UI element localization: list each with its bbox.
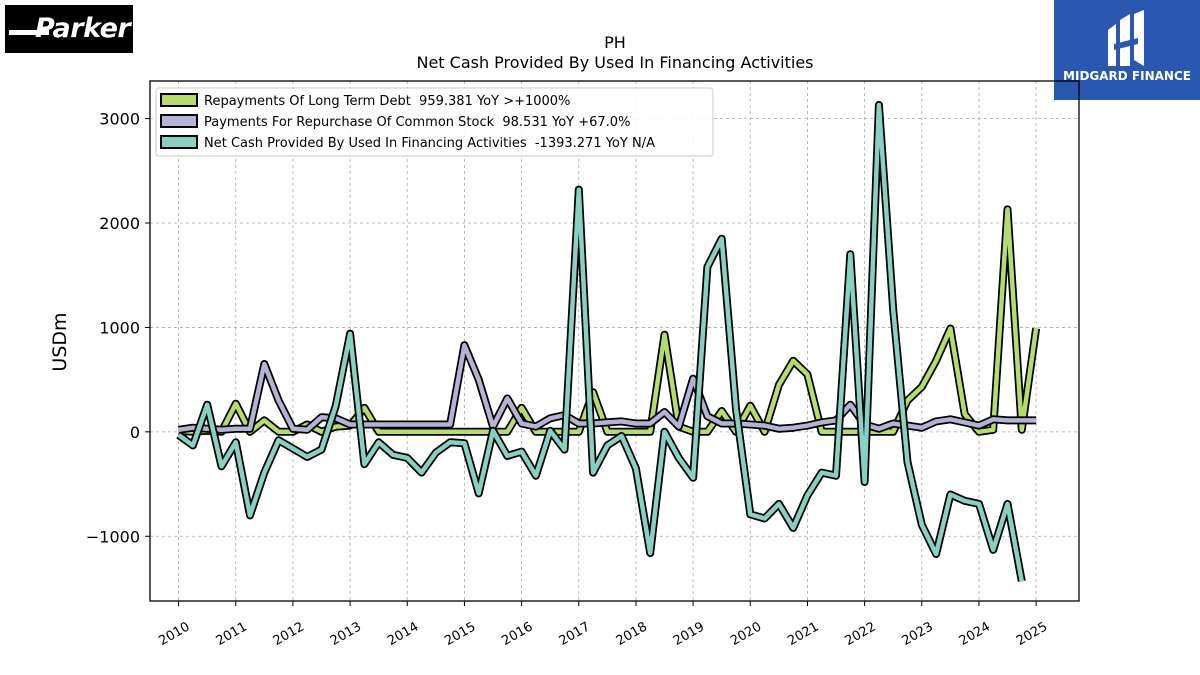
y-tick-label: 0 [130,423,140,442]
x-tick-label: 2018 [614,619,650,649]
x-tick-label: 2025 [1014,619,1050,649]
y-tick-label: −1000 [86,527,140,546]
parker-logo-bar [9,30,49,35]
plot-frame [149,80,1080,602]
legend-box [155,87,714,157]
x-tick-label: 2011 [214,619,250,649]
x-tick-label: 2020 [728,619,764,649]
y-tick-label: 2000 [99,214,140,233]
legend-swatch [160,114,198,128]
midgard-logo-mark [1108,10,1144,66]
y-tick-label: 3000 [99,110,140,129]
chart-title: PH [604,33,626,52]
parker-logo-text: Parker [35,13,131,44]
midgard-finance-logo: MIDGARD FINANCE [1054,0,1200,100]
y-axis: −1000 0 1000 2000 3000 [86,110,150,546]
legend-swatch [160,93,198,107]
y-axis-label: USDm [49,312,71,371]
chart-subtitle: Net Cash Provided By Used In Financing A… [416,53,813,72]
x-tick-label: 2019 [671,619,707,649]
legend-label: Repayments Of Long Term Debt 959.381 YoY… [204,94,570,109]
series-lines [176,101,1041,582]
series-line [178,342,1037,433]
series-line-outline [178,341,1037,434]
legend-label: Net Cash Provided By Used In Financing A… [204,136,655,151]
x-tick-label: 2022 [842,619,878,649]
parker-logo: Parker [5,5,133,53]
legend: Repayments Of Long Term Debt 959.381 YoY… [155,87,714,157]
x-tick-label: 2014 [385,619,421,649]
x-tick-label: 2012 [271,619,307,649]
x-tick-label: 2023 [900,619,936,649]
legend-label: Payments For Repurchase Of Common Stock … [204,115,630,130]
x-tick-label: 2016 [499,619,535,649]
series-line [177,102,1025,582]
x-tick-label: 2015 [442,619,478,649]
x-tick-label: 2013 [328,619,364,649]
x-tick-label: 2021 [785,619,821,649]
x-axis: 2010 2011 2012 2013 2014 2015 2016 2017 2018 2019… [156,601,1050,649]
x-tick-label: 2010 [156,619,192,649]
x-tick-label: 2024 [957,619,993,649]
legend-swatch [160,135,198,149]
x-tick-label: 2017 [557,619,593,649]
series-line [178,207,1039,435]
midgard-logo-text: MIDGARD FINANCE [1063,69,1191,83]
y-tick-label: 1000 [99,318,140,337]
